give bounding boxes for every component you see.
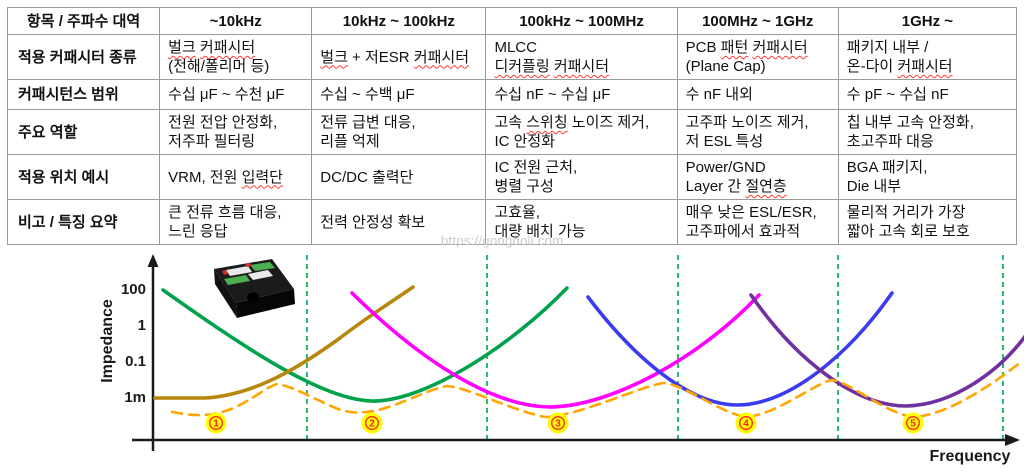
svg-text:4: 4	[743, 419, 749, 430]
table-cell: 고속 스위칭 노이즈 제거, IC 안정화	[485, 109, 678, 155]
capacitor-table: 항목 / 주파수 대역 ~10kHz 10kHz ~ 100kHz 100kHz ~ …	[6, 7, 1018, 245]
table-row: 적용 위치 예시 VRM, 전원 입력단 DC/DC 출력단 IC 전원 근처, 병렬 …	[6, 154, 1018, 200]
y-axis-arrow-icon	[147, 254, 159, 267]
table-cell: Power/GND Layer 간 절연층	[676, 154, 839, 200]
table-cell: 고주파 노이즈 제거, 저 ESL 특성	[676, 109, 839, 155]
impedance-curves	[153, 285, 1024, 419]
table-cell: VRM, 전원 입력단	[159, 154, 313, 200]
table-cell: 패키지 내부 / 온-다이 커패시터	[837, 34, 1018, 80]
table-cell: 수 pF ~ 수십 nF	[837, 79, 1018, 110]
pcb-module-image	[214, 259, 295, 318]
capacitor-table-body: 적용 커패시터 종류 벌크 커패시터 (전해/폴리머 등) 벌크 + 저ESR 커패시…	[6, 34, 1018, 245]
x-axis-label: Frequency	[930, 448, 1011, 465]
table-cell: 벌크 커패시터 (전해/폴리머 등)	[159, 34, 313, 80]
row-label: 적용 커패시터 종류	[6, 34, 161, 80]
y-tick-labels: 100 1 0.1 1m	[121, 281, 146, 406]
table-cell: 전원 전압 안정화, 저주파 필터링	[159, 109, 313, 155]
resonance-marker-2: 2	[361, 412, 383, 434]
curve-5-region-1GHz	[749, 293, 1024, 408]
svg-text:2: 2	[369, 419, 375, 430]
table-cell: 수십 nF ~ 수십 μF	[485, 79, 678, 110]
svg-text:1: 1	[213, 419, 219, 430]
header-cell-row-label: 항목 / 주파수 대역	[6, 7, 161, 35]
header-cell-freq-band: 1GHz ~	[837, 7, 1018, 35]
row-label: 커패시턴스 범위	[6, 79, 161, 110]
table-cell: 전력 안정성 확보	[311, 199, 487, 245]
region-divider-lines	[306, 255, 1004, 440]
table-cell: 수십 μF ~ 수천 μF	[159, 79, 313, 110]
header-cell-freq-band: 100kHz ~ 100MHz	[485, 7, 678, 35]
svg-text:3: 3	[555, 419, 561, 430]
x-axis-arrow-icon	[1005, 434, 1020, 446]
table-cell: DC/DC 출력단	[311, 154, 487, 200]
y-tick-label: 100	[121, 281, 146, 298]
header-cell-freq-band: 100MHz ~ 1GHz	[676, 7, 839, 35]
table-row: 주요 역할 전원 전압 안정화, 저주파 필터링 전류 급변 대응, 리플 억제 고속 스…	[6, 109, 1018, 155]
table-cell: 물리적 거리가 가장 짧아 고속 회로 보호	[837, 199, 1018, 245]
impedance-chart: 100 1 0.1 1m Impedance Frequency 1 2 3 4 5	[99, 254, 1024, 465]
resonance-marker-5: 5	[902, 412, 924, 434]
table-cell: BGA 패키지, Die 내부	[837, 154, 1018, 200]
curve-4-region-100MHz-1GHz	[586, 291, 894, 407]
row-label: 비고 / 특징 요약	[6, 199, 161, 245]
table-cell: PCB 패턴 커패시터 (Plane Cap)	[676, 34, 839, 80]
resonance-marker-1: 1	[205, 412, 227, 434]
table-cell: 고효율, 대량 배치 가능	[485, 199, 678, 245]
curve-1-region-10kHz	[161, 286, 569, 403]
y-tick-label: 0.1	[125, 353, 146, 370]
curve-3-region-100k-100MHz	[350, 291, 761, 409]
y-tick-label: 1m	[124, 389, 146, 406]
row-label: 적용 위치 예시	[6, 154, 161, 200]
table-cell: 벌크 + 저ESR 커패시터	[311, 34, 487, 80]
y-tick-label: 1	[138, 317, 146, 334]
curve-2-region-10k-100kHz	[153, 285, 415, 400]
x-axis	[132, 434, 1020, 446]
row-label: 주요 역할	[6, 109, 161, 155]
header-cell-freq-band: 10kHz ~ 100kHz	[311, 7, 487, 35]
table-row: 적용 커패시터 종류 벌크 커패시터 (전해/폴리머 등) 벌크 + 저ESR 커패시…	[6, 34, 1018, 80]
y-axis-label: Impedance	[99, 299, 116, 383]
y-axis	[147, 254, 159, 451]
table-cell: IC 전원 근처, 병렬 구성	[485, 154, 678, 200]
table-row: 비고 / 특징 요약 큰 전류 흐름 대응, 느린 응답 전력 안정성 확보 고효율, 대…	[6, 199, 1018, 245]
table-cell: 칩 내부 고속 안정화, 초고주파 대응	[837, 109, 1018, 155]
capacitor-table-head: 항목 / 주파수 대역 ~10kHz 10kHz ~ 100kHz 100kHz ~ …	[6, 7, 1018, 35]
resonance-marker-3: 3	[547, 412, 569, 434]
header-cell-freq-band: ~10kHz	[159, 7, 313, 35]
resonance-markers: 1 2 3 4 5	[205, 412, 924, 434]
table-cell: 수십 ~ 수백 μF	[311, 79, 487, 110]
table-cell: MLCC 디커플링 커패시터	[485, 34, 678, 80]
table-row: 커패시턴스 범위 수십 μF ~ 수천 μF 수십 ~ 수백 μF 수십 nF ~ 수…	[6, 79, 1018, 110]
svg-text:5: 5	[910, 419, 916, 430]
table-cell: 전류 급변 대응, 리플 억제	[311, 109, 487, 155]
table-cell: 매우 낮은 ESL/ESR, 고주파에서 효과적	[676, 199, 839, 245]
table-cell: 큰 전류 흐름 대응, 느린 응답	[159, 199, 313, 245]
resonance-marker-4: 4	[735, 412, 757, 434]
table-cell: 수 nF 내외	[676, 79, 839, 110]
header-row: 항목 / 주파수 대역 ~10kHz 10kHz ~ 100kHz 100kHz ~ …	[6, 7, 1018, 35]
combined-impedance-envelope	[170, 359, 1024, 419]
